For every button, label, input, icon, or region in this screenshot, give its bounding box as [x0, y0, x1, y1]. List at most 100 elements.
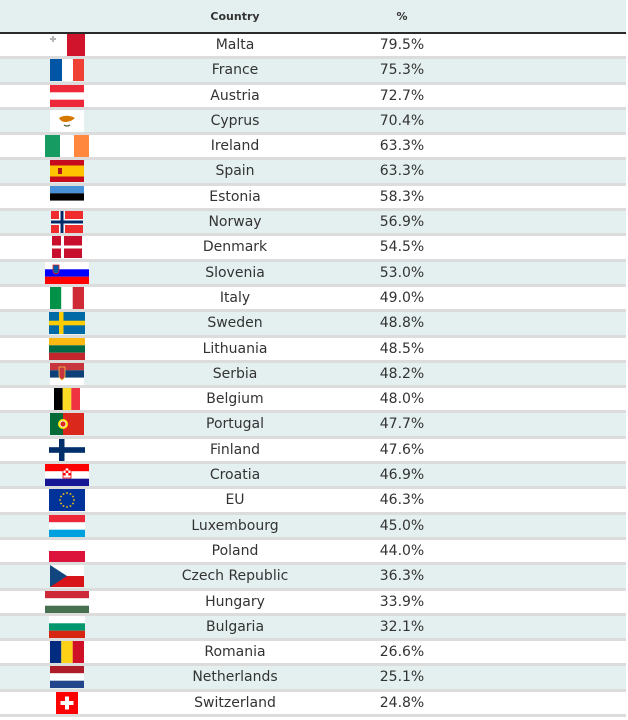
percent-value: 75.3%: [379, 62, 425, 79]
table-row: Bulgaria 32.1%: [0, 615, 626, 642]
country-name: Belgium: [206, 391, 264, 408]
table-row: Switzerland 24.8%: [0, 691, 626, 718]
column-header-country: Country: [210, 10, 260, 23]
ireland-flag-icon: [44, 135, 90, 158]
percent-value: 32.1%: [379, 618, 425, 635]
table-row: Slovenia 53.0%: [0, 261, 626, 287]
sweden-flag-icon: [44, 312, 90, 335]
percent-value: 79.5%: [379, 37, 425, 53]
country-name: Bulgaria: [205, 618, 265, 635]
netherlands-flag-icon: [44, 666, 90, 689]
table-row: Romania 26.6%: [0, 641, 626, 667]
percent-value: 46.3%: [379, 492, 425, 509]
table-row: Italy 49.0%: [0, 286, 626, 313]
percent-value: 44.0%: [379, 542, 425, 559]
country-name: Malta: [215, 37, 255, 53]
percent-value: 45.0%: [379, 517, 425, 534]
table-row: Croatia 46.9%: [0, 464, 626, 490]
denmark-flag-icon: [44, 236, 90, 259]
percent-value: 56.9%: [379, 214, 425, 231]
table-row: Estonia 58.3%: [0, 185, 626, 212]
table-row: Belgium 48.0%: [0, 388, 626, 414]
percent-value: 26.6%: [379, 644, 425, 661]
country-name: Switzerland: [194, 694, 276, 711]
spain-flag-icon: [44, 160, 90, 183]
norway-flag-icon: [44, 211, 90, 234]
bulgaria-flag-icon: [44, 615, 90, 638]
table-row: Spain 63.3%: [0, 160, 626, 186]
cyprus-flag-icon: [44, 109, 90, 132]
country-name: Portugal: [206, 416, 264, 433]
luxembourg-flag-icon: [44, 514, 90, 537]
table-row: EU 46.3%: [0, 489, 626, 515]
eu-flag-icon: [44, 489, 90, 512]
table-row: Netherlands 25.1%: [0, 666, 626, 692]
belgium-flag-icon: [44, 388, 90, 411]
percent-value: 54.5%: [379, 239, 425, 256]
percent-value: 46.9%: [379, 467, 425, 484]
country-name: Finland: [209, 441, 261, 458]
austria-flag-icon: [44, 84, 90, 107]
percent-value: 72.7%: [379, 87, 425, 104]
country-name: Spain: [215, 163, 255, 180]
percent-value: 63.3%: [379, 138, 425, 155]
country-name: Romania: [204, 644, 266, 661]
table-row: Czech Republic 36.3%: [0, 565, 626, 591]
percent-value: 49.0%: [379, 289, 425, 306]
country-name: Serbia: [212, 365, 258, 382]
country-name: Denmark: [202, 239, 268, 256]
table-row: Hungary 33.9%: [0, 590, 626, 616]
table-row: Portugal 47.7%: [0, 413, 626, 439]
hungary-flag-icon: [44, 590, 90, 613]
table-row: Sweden 48.8%: [0, 312, 626, 338]
table-header: Country %: [0, 0, 626, 34]
percent-value: 33.9%: [379, 593, 425, 610]
country-name: EU: [225, 492, 245, 509]
country-name: Austria: [210, 87, 260, 104]
croatia-flag-icon: [44, 464, 90, 487]
percent-value: 58.3%: [379, 188, 425, 205]
table-row: France 75.3%: [0, 59, 626, 85]
country-name: Ireland: [210, 138, 260, 155]
table-row: Lithuania 48.5%: [0, 337, 626, 363]
country-name: Italy: [219, 289, 251, 306]
country-name: France: [211, 62, 259, 79]
italy-flag-icon: [44, 286, 90, 309]
percent-value: 25.1%: [379, 669, 425, 686]
percent-value: 53.0%: [379, 264, 425, 281]
percent-value: 48.2%: [379, 365, 425, 382]
romania-flag-icon: [44, 641, 90, 664]
table-row: Ireland 63.3%: [0, 135, 626, 161]
percent-value: 70.4%: [379, 112, 425, 129]
percent-value: 24.8%: [379, 694, 425, 711]
table-row: Luxembourg 45.0%: [0, 514, 626, 540]
percent-value: 48.8%: [379, 315, 425, 332]
country-name: Sweden: [207, 315, 263, 332]
country-name: Estonia: [209, 188, 261, 205]
table-body: Malta 79.5% France 75.3% Austria 72.7% C…: [0, 34, 626, 718]
country-name: Luxembourg: [191, 517, 279, 534]
france-flag-icon: [44, 59, 90, 82]
percent-value: 63.3%: [379, 163, 425, 180]
percent-value: 48.5%: [379, 340, 425, 357]
table-row: Poland 44.0%: [0, 539, 626, 566]
country-name: Norway: [208, 214, 262, 231]
portugal-flag-icon: [44, 413, 90, 436]
switzerland-flag-icon: [44, 691, 90, 714]
country-name: Hungary: [205, 593, 265, 610]
poland-flag-icon: [44, 539, 90, 562]
table-row: Denmark 54.5%: [0, 236, 626, 262]
malta-flag-icon: [44, 34, 90, 56]
country-name: Netherlands: [192, 669, 278, 686]
finland-flag-icon: [44, 438, 90, 461]
percent-value: 36.3%: [379, 568, 425, 585]
country-name: Cyprus: [210, 112, 260, 129]
table-row: Norway 56.9%: [0, 211, 626, 237]
country-name: Slovenia: [205, 264, 265, 281]
table-row: Malta 79.5%: [0, 34, 626, 60]
serbia-flag-icon: [44, 362, 90, 385]
table-row: Cyprus 70.4%: [0, 109, 626, 136]
country-name: Czech Republic: [181, 568, 289, 585]
table-row: Austria 72.7%: [0, 84, 626, 110]
czech-republic-flag-icon: [44, 565, 90, 588]
